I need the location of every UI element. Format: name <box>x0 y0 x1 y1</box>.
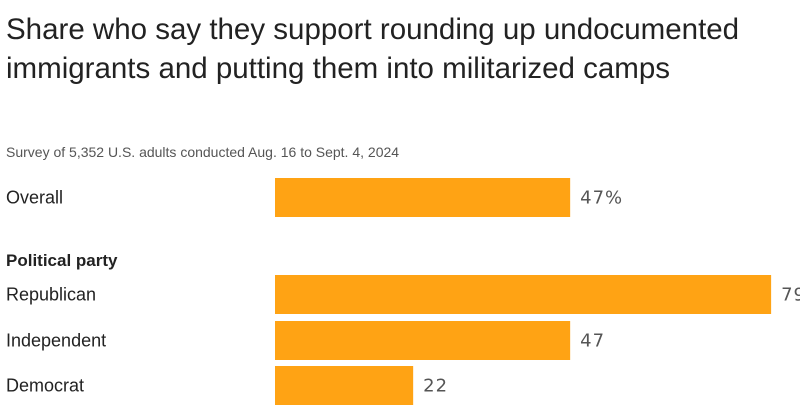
value-label-democrat: 22 <box>423 376 448 397</box>
chart-title: Share who say they support rounding up u… <box>6 13 740 85</box>
category-label-independent: Independent <box>6 331 106 351</box>
chart-subtitle: Survey of 5,352 U.S. adults conducted Au… <box>6 144 400 160</box>
value-label-independent: 47 <box>580 331 605 352</box>
value-label-overall: 47% <box>580 188 623 209</box>
bar-overall <box>275 178 571 217</box>
value-label-republican: 79 <box>781 285 800 306</box>
bar-independent <box>275 321 571 360</box>
category-label-overall: Overall <box>6 188 63 208</box>
category-label-democrat: Democrat <box>6 376 84 396</box>
bar-democrat <box>275 366 414 405</box>
bar-republican <box>275 275 772 314</box>
category-label-republican: Republican <box>6 285 96 305</box>
group-label-political-party: Political party <box>6 251 118 270</box>
